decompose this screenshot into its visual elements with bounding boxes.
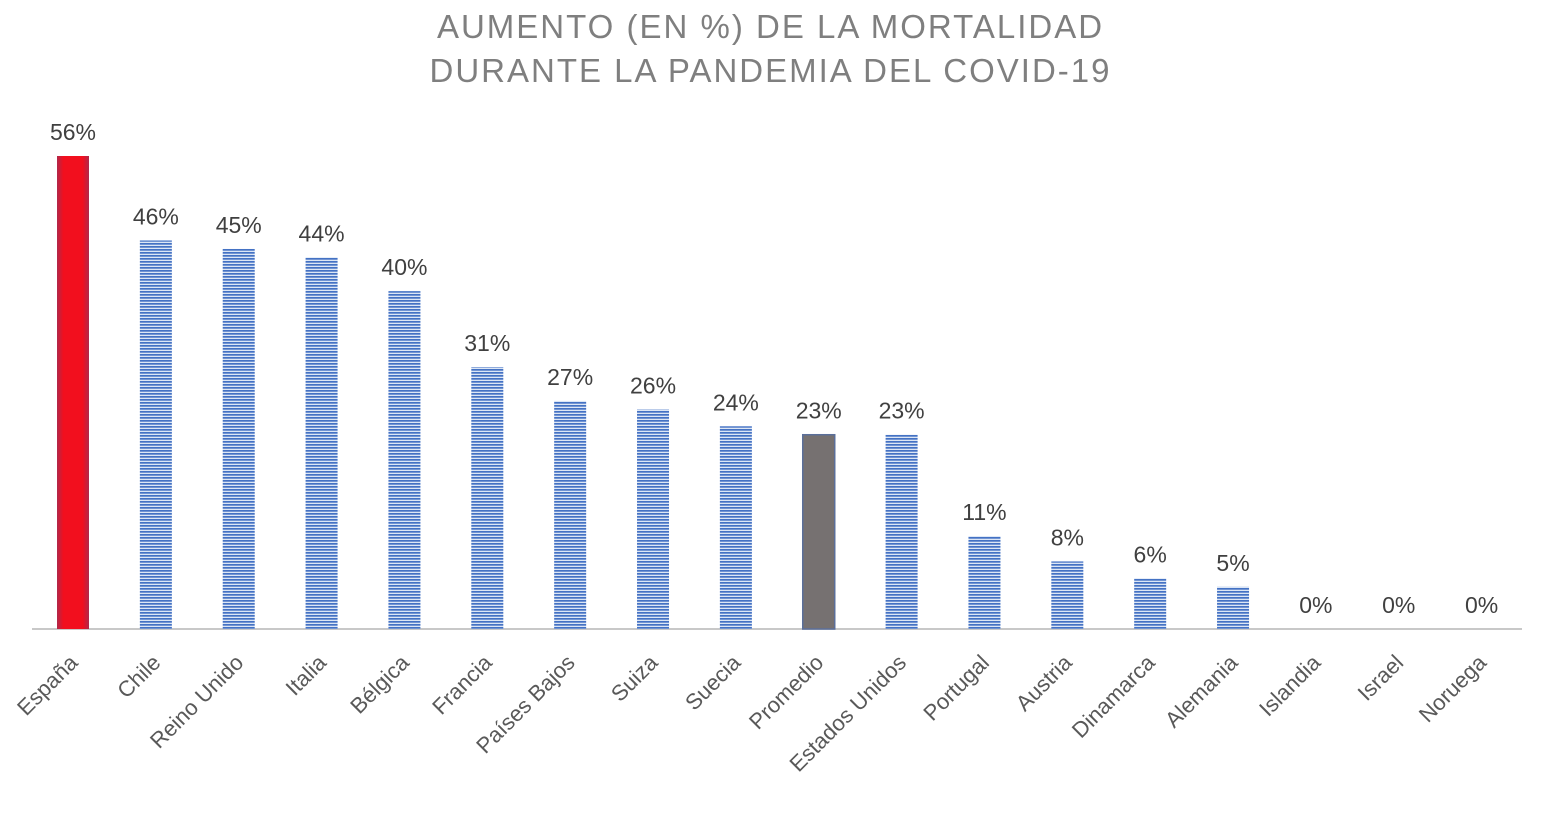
bar-alemania <box>1217 586 1250 629</box>
bar-francia <box>471 367 504 629</box>
x-tick-label: Francia <box>427 649 497 719</box>
x-tick-label: España <box>12 649 83 720</box>
data-label: 24% <box>713 389 759 415</box>
x-tick-label: Promedio <box>744 650 828 734</box>
chart-title-line-1: AUMENTO (EN %) DE LA MORTALIDAD <box>436 8 1105 45</box>
x-tick-label: Suiza <box>606 649 663 706</box>
x-tick-label: Israel <box>1353 650 1409 706</box>
bar-promedio <box>801 433 836 630</box>
bar-italia <box>305 257 338 629</box>
data-label: 0% <box>1465 592 1498 618</box>
bar-países-bajos <box>554 400 587 629</box>
data-label: 8% <box>1051 524 1084 550</box>
bar-suecia <box>719 426 752 629</box>
data-label: 0% <box>1299 592 1332 618</box>
bar-dinamarca <box>1134 578 1167 629</box>
data-label: 11% <box>962 499 1006 525</box>
x-tick-label: Islandia <box>1254 649 1326 721</box>
data-label: 6% <box>1134 541 1167 567</box>
data-label: 23% <box>879 398 925 424</box>
data-label: 40% <box>381 254 427 280</box>
x-tick-label: Portugal <box>918 650 994 726</box>
x-tick-label: Chile <box>112 650 165 703</box>
data-label: 26% <box>630 372 676 398</box>
bar-chile <box>139 240 172 629</box>
x-tick-label: Bélgica <box>345 649 414 718</box>
data-label: 56% <box>50 119 96 145</box>
data-label: 31% <box>464 330 510 356</box>
x-tick-label: Dinamarca <box>1067 649 1160 742</box>
bar-austria <box>1051 561 1084 629</box>
data-label: 23% <box>796 398 842 424</box>
chart-title-line-2: DURANTE LA PANDEMIA DEL COVID-19 <box>429 52 1112 89</box>
bar-estados-unidos <box>885 434 918 629</box>
data-label: 5% <box>1216 550 1249 576</box>
data-label: 44% <box>299 220 345 246</box>
data-label: 0% <box>1382 592 1415 618</box>
bar-suiza <box>637 409 670 629</box>
bar-reino-unido <box>222 248 255 630</box>
x-tick-label: Noruega <box>1414 649 1492 727</box>
x-tick-label: Alemania <box>1160 649 1243 732</box>
x-tick-label: Italia <box>281 649 332 700</box>
bar-portugal <box>968 536 1001 629</box>
data-label: 27% <box>547 364 593 390</box>
x-tick-label: Suecia <box>680 649 746 715</box>
bar-bélgica <box>388 291 421 629</box>
data-label: 45% <box>216 212 262 238</box>
bar-españa <box>57 156 89 629</box>
x-tick-label: Austria <box>1011 649 1078 716</box>
data-label: 46% <box>133 203 179 229</box>
